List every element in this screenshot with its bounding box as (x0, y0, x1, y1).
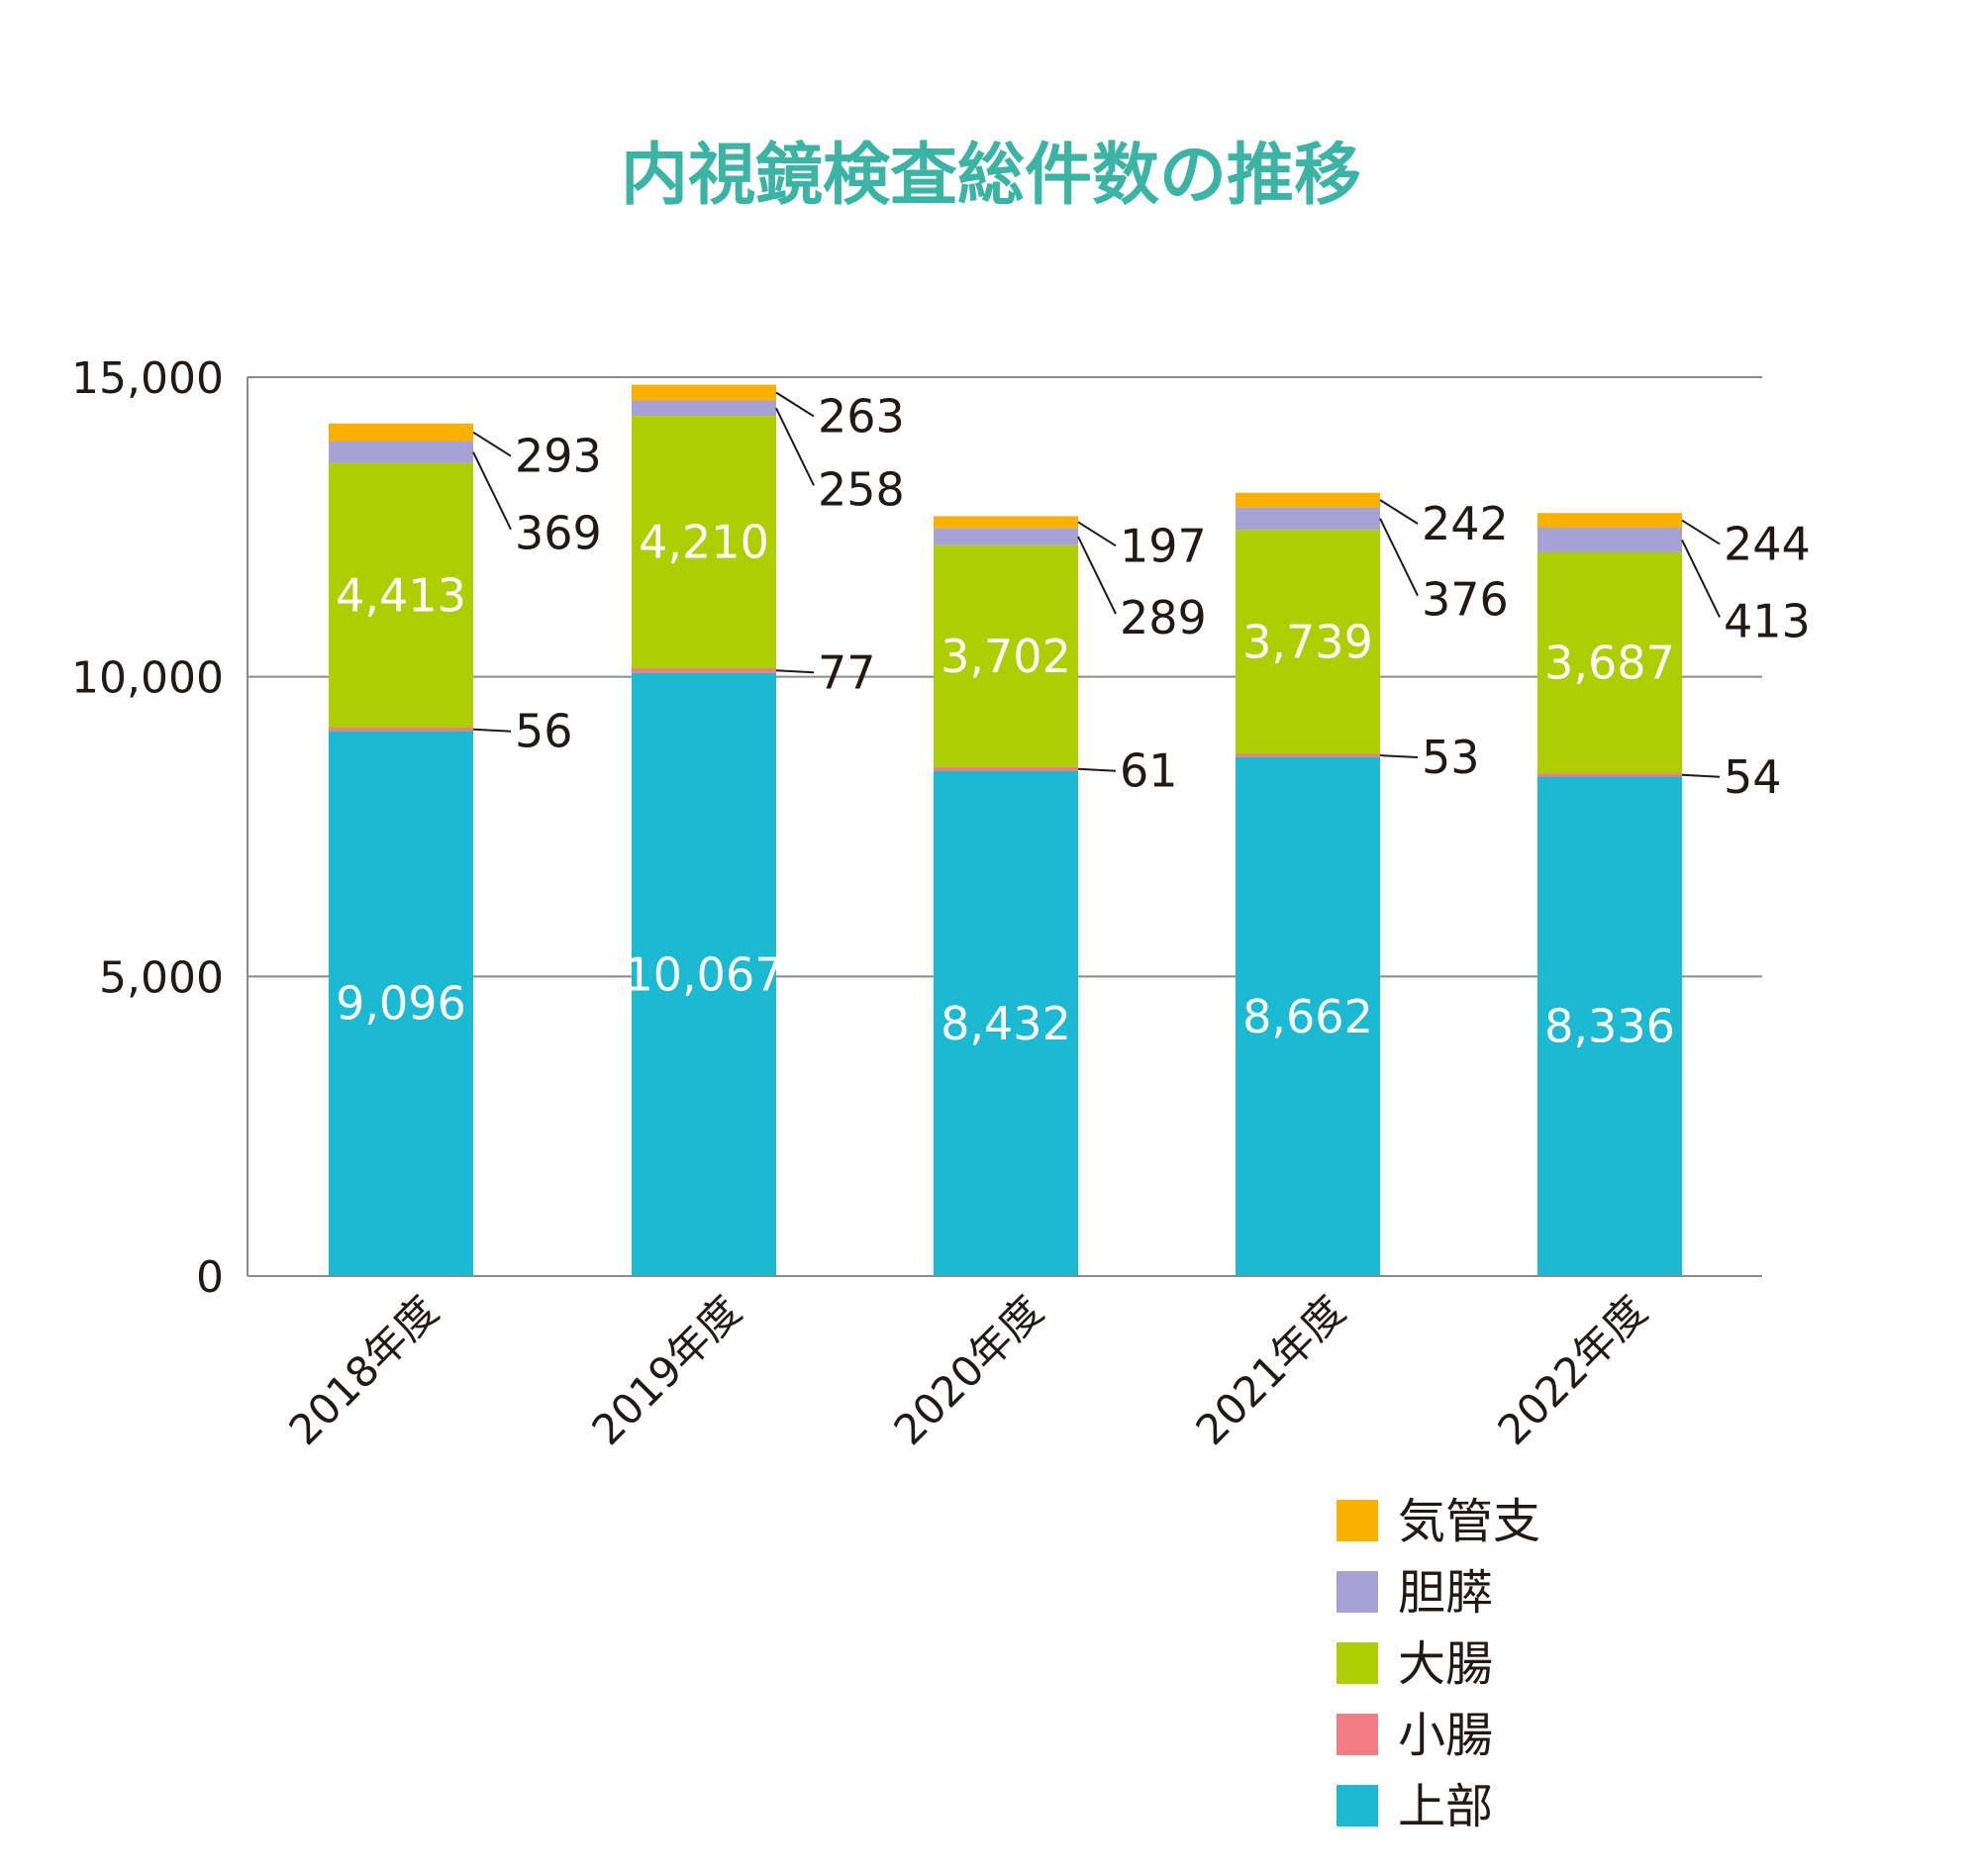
data-label: 4,413 (336, 568, 466, 622)
bar-segment (934, 516, 1078, 529)
legend-item: 大腸 (1337, 1636, 1493, 1692)
data-label: 4,210 (639, 516, 769, 569)
bar-segment (1236, 756, 1380, 1276)
bar-segment (934, 544, 1078, 767)
legend-item: 気管支 (1337, 1494, 1540, 1549)
data-label: 242 (1422, 497, 1509, 550)
data-label: 293 (515, 430, 602, 483)
legend-swatch (1337, 1500, 1378, 1541)
y-tick-label: 10,000 (71, 653, 224, 704)
data-label: 53 (1422, 731, 1480, 784)
chart-title: 内視鏡検査総件数の推移 (621, 137, 1361, 215)
bar-segment (632, 400, 776, 417)
legend-swatch (1337, 1785, 1378, 1827)
data-label: 289 (1120, 591, 1207, 644)
legend-item: 胆膵 (1337, 1565, 1493, 1621)
data-label: 258 (818, 462, 905, 516)
data-label: 9,096 (336, 977, 466, 1031)
leader-line (1379, 499, 1419, 525)
bar-segment (1236, 492, 1380, 508)
y-tick-label: 5,000 (99, 952, 224, 1003)
data-label: 3,702 (941, 630, 1071, 683)
data-label: 77 (818, 645, 876, 699)
legend-label: 小腸 (1398, 1708, 1493, 1763)
bar-segment (934, 528, 1078, 545)
legend-item: 小腸 (1337, 1708, 1493, 1763)
bar-segment (632, 416, 776, 668)
y-tick-label: 15,000 (71, 353, 224, 404)
leader-line (1681, 519, 1721, 545)
leader-line (775, 391, 815, 418)
data-label: 197 (1120, 519, 1207, 572)
bar-segment (632, 667, 776, 673)
data-label: 3,687 (1544, 637, 1675, 690)
leader-line (472, 431, 512, 457)
labels-layer: 9,096 4,413 56 293 369 10,067 4,210 77 263 258 8,4… (336, 390, 1811, 1053)
data-label: 3,739 (1242, 615, 1373, 668)
bar-segment (1236, 753, 1380, 757)
bar-segment (1537, 527, 1682, 552)
data-label: 369 (515, 507, 602, 560)
legend-label: 上部 (1398, 1779, 1493, 1834)
data-label: 61 (1120, 744, 1178, 798)
data-label: 413 (1724, 594, 1811, 647)
legend-label: 気管支 (1398, 1494, 1540, 1549)
data-label: 56 (515, 705, 573, 758)
x-tick-label: 2022年度 (1488, 1286, 1656, 1454)
y-tick-label: 0 (196, 1252, 224, 1303)
data-label: 376 (1422, 573, 1509, 627)
leader-line (1379, 754, 1419, 759)
bar-segment (934, 766, 1078, 771)
legend-label: 胆膵 (1398, 1565, 1493, 1621)
bar-segment (632, 672, 776, 1276)
leader-line (472, 451, 512, 531)
leader-line (775, 407, 815, 486)
x-tick-label: 2019年度 (582, 1286, 750, 1454)
legend-swatch (1337, 1714, 1378, 1755)
bar-segment (329, 441, 473, 463)
bar-segment (1236, 530, 1380, 754)
data-label: 8,662 (1242, 990, 1373, 1043)
data-label: 54 (1724, 750, 1782, 804)
bar-segment (329, 731, 473, 1276)
leader-line (1379, 518, 1419, 597)
legend-swatch (1337, 1571, 1378, 1613)
leader-line (1077, 767, 1117, 772)
data-label: 244 (1724, 518, 1811, 571)
legend-label: 大腸 (1398, 1636, 1493, 1692)
bar-segment (329, 462, 473, 728)
x-tick-label: 2021年度 (1186, 1286, 1354, 1454)
bar-segment (1537, 776, 1682, 1276)
bars-layer (329, 384, 1682, 1276)
bar-segment (329, 727, 473, 732)
leader-line (1077, 521, 1117, 547)
leader-line (775, 669, 815, 674)
data-label: 8,336 (1544, 1000, 1675, 1053)
legend-swatch (1337, 1642, 1378, 1684)
leader-line (1681, 773, 1721, 778)
bar-segment (632, 384, 776, 401)
leader-line (1077, 536, 1117, 615)
bar-segment (1537, 551, 1682, 774)
x-tick-label: 2020年度 (884, 1286, 1052, 1454)
legend-item: 上部 (1337, 1779, 1493, 1834)
data-label: 10,067 (625, 947, 784, 1001)
data-label: 8,432 (941, 997, 1071, 1050)
leader-line (472, 728, 512, 733)
data-label: 263 (818, 390, 905, 444)
bar-segment (329, 423, 473, 442)
bar-segment (1537, 773, 1682, 777)
bar-segment (1537, 513, 1682, 528)
bar-segment (1236, 507, 1380, 531)
leader-line (1681, 540, 1721, 618)
x-tick-label: 2018年度 (279, 1286, 447, 1454)
bar-segment (934, 770, 1078, 1276)
